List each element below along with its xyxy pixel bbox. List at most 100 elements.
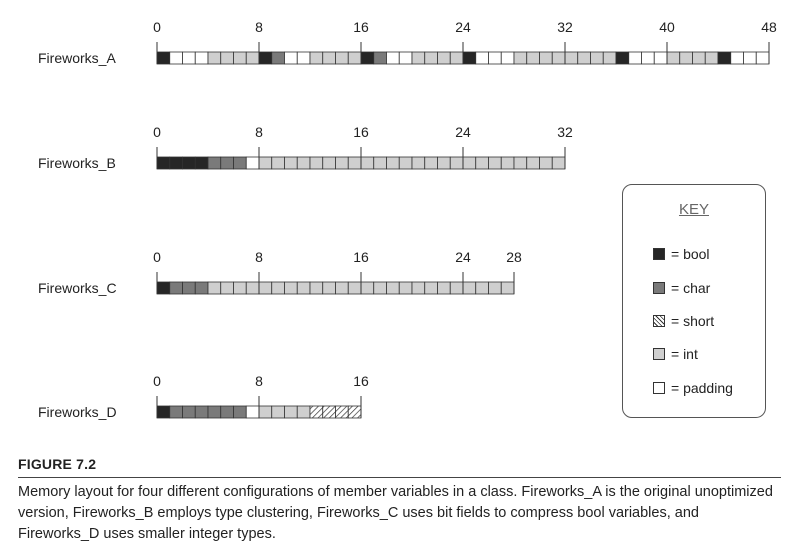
tick-label: 24 <box>455 19 471 35</box>
padding-cell <box>653 51 668 65</box>
char-cell <box>207 405 222 419</box>
short-swatch <box>653 315 665 327</box>
int-cell <box>692 51 706 65</box>
int-cell <box>347 281 362 295</box>
int-cell <box>296 156 311 170</box>
int-cell <box>309 51 324 65</box>
int-cell <box>449 51 464 65</box>
row-label: Fireworks_A <box>38 50 116 66</box>
padding-cell <box>398 51 413 65</box>
bool-swatch <box>653 248 665 260</box>
char-cell <box>233 156 247 170</box>
int-cell <box>347 51 362 65</box>
int-cell <box>335 281 349 295</box>
padding-cell <box>245 156 260 170</box>
key-label-bool: = bool <box>671 246 710 262</box>
int-cell <box>347 156 362 170</box>
int-cell <box>513 51 528 65</box>
tick-label: 16 <box>353 124 369 140</box>
bool-cell <box>156 51 171 65</box>
int-cell <box>551 156 566 170</box>
int-cell <box>679 51 693 65</box>
bool-cell <box>360 51 375 65</box>
tick-label: 0 <box>153 373 161 389</box>
int-cell <box>398 281 413 295</box>
int-cell <box>475 281 489 295</box>
int-cell <box>296 281 311 295</box>
int-cell <box>577 51 591 65</box>
int-cell <box>564 51 579 65</box>
int-cell <box>398 156 413 170</box>
row-label: Fireworks_B <box>38 155 116 171</box>
tick-label: 32 <box>557 124 573 140</box>
bool-cell <box>156 156 171 170</box>
bool-cell <box>156 281 171 295</box>
padding-cell <box>743 51 757 65</box>
char-cell <box>169 281 183 295</box>
padding-cell <box>500 51 515 65</box>
int-cell <box>488 281 502 295</box>
int-cell <box>475 156 489 170</box>
int-cell <box>271 405 285 419</box>
key-legend: KEY = bool = char = short = int = paddin… <box>622 184 766 418</box>
short-cell <box>347 405 362 419</box>
int-cell <box>462 156 477 170</box>
key-item-char: = char <box>653 280 710 296</box>
int-cell <box>411 51 426 65</box>
short-cell <box>335 405 349 419</box>
key-label-short: = short <box>671 313 715 329</box>
int-cell <box>386 156 400 170</box>
char-cell <box>271 51 285 65</box>
int-swatch <box>653 348 665 360</box>
tick-label: 40 <box>659 19 675 35</box>
int-cell <box>271 281 285 295</box>
padding-cell <box>475 51 489 65</box>
figure-title: FIGURE 7.2 <box>18 456 97 472</box>
tick-label: 8 <box>255 19 263 35</box>
bool-cell <box>258 51 273 65</box>
bool-cell <box>169 156 183 170</box>
tick-label: 24 <box>455 124 471 140</box>
int-cell <box>437 156 451 170</box>
padding-cell <box>194 51 209 65</box>
tick-label: 16 <box>353 373 369 389</box>
int-cell <box>284 405 298 419</box>
int-cell <box>500 281 515 295</box>
padding-cell <box>296 51 311 65</box>
key-label-char: = char <box>671 280 711 296</box>
bool-cell <box>717 51 732 65</box>
int-cell <box>220 51 234 65</box>
char-cell <box>194 405 209 419</box>
int-cell <box>360 156 375 170</box>
tick-label: 0 <box>153 249 161 265</box>
tick-label: 8 <box>255 249 263 265</box>
tick-label: 24 <box>455 249 471 265</box>
key-item-bool: = bool <box>653 246 710 262</box>
tick-label: 32 <box>557 19 573 35</box>
int-cell <box>233 281 247 295</box>
tick-label: 8 <box>255 373 263 389</box>
int-cell <box>322 51 336 65</box>
int-cell <box>424 156 438 170</box>
int-cell <box>309 156 324 170</box>
int-cell <box>666 51 681 65</box>
layout-row: Fireworks_A 0 8 16 24 32 40 48 <box>38 19 777 66</box>
int-cell <box>526 156 540 170</box>
char-cell <box>194 281 209 295</box>
key-item-padding: = padding <box>653 380 733 396</box>
int-cell <box>373 281 387 295</box>
tick-label: 28 <box>506 249 522 265</box>
memory-layout-diagram: Fireworks_A 0 8 16 24 32 40 48 Fireworks_B 0 8 16 24… <box>38 19 777 420</box>
int-cell <box>462 281 477 295</box>
layout-row: Fireworks_C 0 8 16 24 28 <box>38 249 522 296</box>
tick-label: 0 <box>153 124 161 140</box>
int-cell <box>449 281 464 295</box>
tick-label: 16 <box>353 249 369 265</box>
int-cell <box>500 156 515 170</box>
padding-cell <box>755 51 770 65</box>
key-label-padding: = padding <box>671 380 733 396</box>
char-cell <box>169 405 183 419</box>
int-cell <box>258 156 273 170</box>
int-cell <box>386 281 400 295</box>
int-cell <box>284 281 298 295</box>
